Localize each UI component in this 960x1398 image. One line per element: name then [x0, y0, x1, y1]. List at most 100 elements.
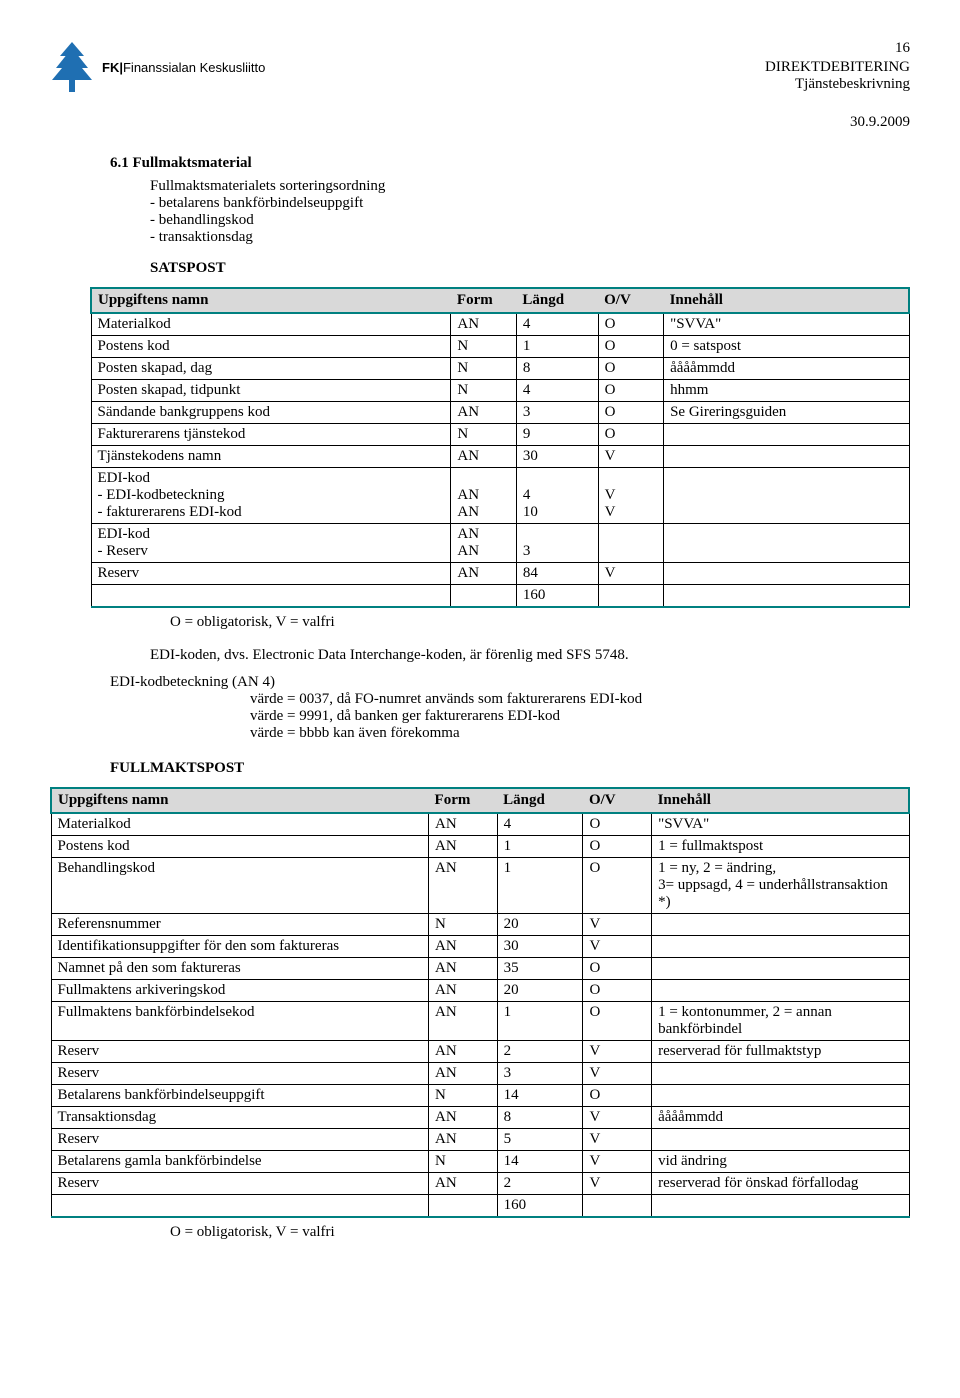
- table-cell: [664, 563, 909, 585]
- table-row: EDI-kod - EDI-kodbeteckning - fakturerar…: [91, 468, 909, 524]
- table-cell: N: [451, 358, 516, 380]
- table-cell: [652, 1129, 909, 1151]
- table-cell: AN: [429, 1063, 498, 1085]
- th-name: Uppgiftens namn: [91, 288, 451, 313]
- table-cell: O: [598, 358, 663, 380]
- section-heading: 6.1 Fullmaktsmaterial: [110, 155, 910, 172]
- table-cell: [664, 524, 909, 563]
- table-cell: 4: [497, 813, 583, 836]
- table-cell: [652, 1085, 909, 1107]
- edi-sub-block: värde = 0037, då FO-numret används som f…: [250, 691, 910, 742]
- table-cell: Posten skapad, dag: [91, 358, 451, 380]
- table-cell: O: [583, 858, 652, 914]
- table-header-row: Uppgiftens namn Form Längd O/V Innehåll: [51, 788, 909, 813]
- table-cell: [664, 468, 909, 524]
- table-cell: AN: [429, 858, 498, 914]
- table-cell: 14: [497, 1151, 583, 1173]
- table-row: Namnet på den som fakturerasAN35O: [51, 958, 909, 980]
- satspost-heading: SATSPOST: [150, 260, 910, 277]
- table-cell: N: [451, 380, 516, 402]
- table-cell: AN: [429, 1173, 498, 1195]
- table-cell: V: [598, 446, 663, 468]
- table-cell: AN: [451, 402, 516, 424]
- th-name: Uppgiftens namn: [51, 788, 429, 813]
- tree-logo-icon: [50, 40, 94, 94]
- th-form: Form: [429, 788, 498, 813]
- table-cell: V: [583, 1041, 652, 1063]
- table-cell: [652, 936, 909, 958]
- table-cell: Materialkod: [91, 313, 451, 336]
- sort-item: - betalarens bankförbindelseuppgift: [150, 195, 910, 212]
- edi-sub-line: värde = 9991, då banken ger faktureraren…: [250, 708, 910, 725]
- table-row: Tjänstekodens namnAN30V: [91, 446, 909, 468]
- table-cell: 1: [497, 836, 583, 858]
- table-cell: AN: [429, 813, 498, 836]
- table-cell: 1 = kontonummer, 2 = annan bankförbindel: [652, 1002, 909, 1041]
- table-cell: AN: [451, 563, 516, 585]
- doc-title-line1: DIREKTDEBITERING: [765, 59, 910, 76]
- table-cell: V: [598, 563, 663, 585]
- table-cell: 3: [516, 524, 598, 563]
- table-cell: "SVVA": [652, 813, 909, 836]
- table-cell: Identifikationsuppgifter för den som fak…: [51, 936, 429, 958]
- table-cell: N: [451, 336, 516, 358]
- table-row: Fullmaktens arkiveringskodAN20O: [51, 980, 909, 1002]
- table-cell: O: [583, 1002, 652, 1041]
- table-row: Posten skapad, tidpunktN4Ohhmm: [91, 380, 909, 402]
- table-cell: 84: [516, 563, 598, 585]
- table-cell: reserverad för önskad förfallodag: [652, 1173, 909, 1195]
- table-cell: Reserv: [51, 1041, 429, 1063]
- table-cell: [652, 914, 909, 936]
- table-row: MaterialkodAN4O"SVVA": [91, 313, 909, 336]
- header-right: 16 DIREKTDEBITERING Tjänstebeskrivning: [765, 40, 910, 93]
- table-cell: [598, 585, 663, 608]
- table-cell: Fullmaktens bankförbindelsekod: [51, 1002, 429, 1041]
- table-cell: EDI-kod - Reserv: [91, 524, 451, 563]
- table-cell: AN: [429, 980, 498, 1002]
- table-cell: O: [583, 836, 652, 858]
- table-cell: Reserv: [51, 1173, 429, 1195]
- table-cell: Sändande bankgruppens kod: [91, 402, 451, 424]
- table-cell: 160: [497, 1195, 583, 1218]
- table-cell: 8: [516, 358, 598, 380]
- table-cell: V: [583, 1129, 652, 1151]
- table-row: MaterialkodAN4O"SVVA": [51, 813, 909, 836]
- sort-intro: Fullmaktsmaterialets sorteringsordning: [150, 178, 910, 195]
- table-row: TransaktionsdagAN8Vååååmmdd: [51, 1107, 909, 1129]
- table-cell: 9: [516, 424, 598, 446]
- edi-paragraph: EDI-koden, dvs. Electronic Data Intercha…: [150, 647, 910, 664]
- table-cell: Postens kod: [91, 336, 451, 358]
- table-row: Postens kodN1O0 = satspost: [91, 336, 909, 358]
- table-cell: N: [451, 424, 516, 446]
- table-row: Identifikationsuppgifter för den som fak…: [51, 936, 909, 958]
- table-cell: 0 = satspost: [664, 336, 909, 358]
- table-cell: 1 = ny, 2 = ändring, 3= uppsagd, 4 = und…: [652, 858, 909, 914]
- th-content: Innehåll: [664, 288, 909, 313]
- table-cell: reserverad för fullmaktstyp: [652, 1041, 909, 1063]
- table-cell: Betalarens gamla bankförbindelse: [51, 1151, 429, 1173]
- table-cell: AN AN: [451, 524, 516, 563]
- table-row: ReservAN5V: [51, 1129, 909, 1151]
- table-cell: 2: [497, 1173, 583, 1195]
- table-cell: [451, 585, 516, 608]
- table-cell: hhmm: [664, 380, 909, 402]
- sort-order-block: Fullmaktsmaterialets sorteringsordning -…: [150, 178, 910, 246]
- table-row: ReservAN84V: [91, 563, 909, 585]
- legend-text-2: O = obligatorisk, V = valfri: [170, 1224, 910, 1241]
- table-row: ReservAN2Vreserverad för önskad förfallo…: [51, 1173, 909, 1195]
- table-cell: AN: [429, 1041, 498, 1063]
- table-cell: [664, 585, 909, 608]
- table-cell: AN: [429, 958, 498, 980]
- table-cell: V: [583, 936, 652, 958]
- table-cell: 3: [516, 402, 598, 424]
- org-logo-block: FK|Finanssialan Keskusliitto: [50, 40, 265, 94]
- table-cell: Materialkod: [51, 813, 429, 836]
- table-cell: AN: [429, 836, 498, 858]
- edi-kodbeteckning-label: EDI-kodbeteckning (AN 4): [110, 674, 910, 691]
- table-cell: [664, 424, 909, 446]
- table-row: EDI-kod - ReservAN AN 3: [91, 524, 909, 563]
- table-cell: AN: [451, 313, 516, 336]
- fullmaktspost-heading: FULLMAKTSPOST: [110, 760, 910, 777]
- table-header-row: Uppgiftens namn Form Längd O/V Innehåll: [91, 288, 909, 313]
- table-cell: AN: [429, 1129, 498, 1151]
